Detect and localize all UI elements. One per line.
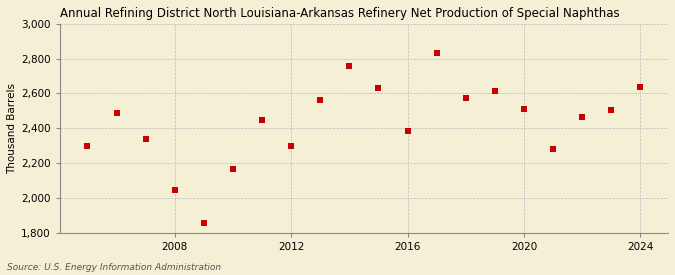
- Point: [518, 107, 529, 111]
- Point: [169, 188, 180, 192]
- Point: [227, 167, 238, 171]
- Point: [286, 143, 296, 148]
- Point: [635, 85, 646, 90]
- Point: [489, 89, 500, 93]
- Point: [111, 110, 122, 115]
- Point: [402, 129, 413, 133]
- Point: [82, 143, 93, 148]
- Point: [460, 96, 471, 100]
- Point: [606, 108, 617, 112]
- Point: [373, 86, 384, 90]
- Text: Source: U.S. Energy Information Administration: Source: U.S. Energy Information Administ…: [7, 263, 221, 272]
- Point: [577, 115, 588, 119]
- Point: [431, 51, 442, 56]
- Text: Annual Refining District North Louisiana-Arkansas Refinery Net Production of Spe: Annual Refining District North Louisiana…: [60, 7, 620, 20]
- Point: [198, 221, 209, 225]
- Y-axis label: Thousand Barrels: Thousand Barrels: [7, 83, 17, 174]
- Point: [256, 117, 267, 122]
- Point: [547, 147, 558, 151]
- Point: [315, 98, 325, 103]
- Point: [344, 64, 355, 68]
- Point: [140, 136, 151, 141]
